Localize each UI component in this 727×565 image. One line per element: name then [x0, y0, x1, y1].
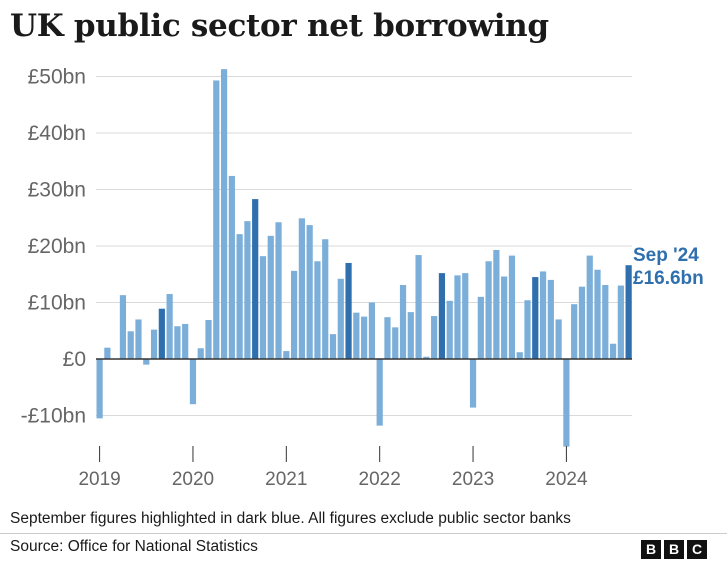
x-tick-label: 2024 — [545, 469, 588, 490]
bar — [329, 334, 337, 359]
bar-chart: £50bn£40bn£30bn£20bn£10bn£0-£10bn 2019 20… — [21, 66, 704, 491]
bar — [376, 359, 383, 426]
bar — [143, 359, 150, 365]
bar — [259, 256, 267, 359]
y-tick-label: £0 — [63, 348, 86, 371]
bar — [213, 80, 220, 359]
bar — [423, 356, 430, 359]
bar — [197, 348, 204, 359]
bar — [469, 359, 477, 408]
bar — [571, 304, 578, 359]
y-tick-label: £40bn — [28, 122, 86, 145]
bar — [135, 319, 142, 359]
bar — [555, 319, 562, 359]
bar — [609, 343, 617, 360]
bar — [182, 323, 189, 359]
x-tick-label: 2020 — [172, 469, 214, 490]
bar-september — [532, 277, 539, 359]
callout-period: Sep '24 — [633, 245, 699, 266]
bar — [431, 316, 438, 359]
logo-letter: B — [641, 540, 661, 559]
y-tick-label: -£10bn — [21, 405, 86, 428]
x-axis: 2019 2020 2021 2022 2023 2024 — [78, 358, 632, 490]
bar — [384, 317, 391, 359]
bar — [454, 275, 461, 359]
latest-value-callout: Sep '24 £16.6bn — [633, 245, 704, 289]
bar — [205, 320, 212, 359]
x-tick-label: 2021 — [265, 469, 307, 490]
x-tick-label: 2022 — [359, 469, 401, 490]
bar — [493, 249, 500, 359]
bar — [586, 255, 593, 359]
bar — [392, 327, 399, 359]
bar — [617, 285, 624, 359]
bbc-logo: B B C — [641, 540, 707, 559]
bar — [578, 286, 586, 359]
bar — [485, 261, 492, 359]
bar — [415, 255, 422, 359]
bar — [337, 278, 344, 359]
bar — [399, 284, 407, 360]
bar — [563, 359, 570, 447]
divider — [0, 533, 727, 534]
source-note: Source: Office for National Statistics — [10, 538, 258, 555]
bar — [127, 331, 134, 359]
bar — [322, 239, 329, 359]
bar — [306, 225, 313, 359]
bar — [298, 218, 305, 359]
bar-september — [158, 308, 165, 359]
bars — [96, 69, 632, 447]
bar — [228, 175, 235, 359]
bar — [547, 279, 554, 359]
bar — [477, 296, 484, 359]
bar — [361, 316, 368, 360]
bar — [516, 352, 523, 359]
bar — [314, 261, 321, 359]
bar — [244, 221, 251, 359]
bar — [524, 300, 531, 359]
bar — [150, 329, 158, 359]
logo-letter: B — [664, 540, 684, 559]
gridlines — [96, 76, 632, 416]
bar — [220, 69, 228, 360]
bar — [501, 276, 508, 359]
bar — [283, 351, 290, 359]
bar — [275, 222, 282, 359]
bar — [119, 295, 127, 359]
bar-september — [252, 199, 259, 359]
bar — [189, 359, 197, 405]
bar — [446, 300, 453, 360]
bar — [539, 271, 547, 360]
bar — [174, 326, 181, 359]
y-tick-label: £50bn — [28, 66, 86, 89]
logo-letter: C — [687, 540, 707, 559]
bar — [594, 269, 601, 359]
bar — [462, 273, 469, 359]
y-tick-label: £30bn — [28, 179, 86, 202]
footnote: September figures highlighted in dark bl… — [10, 510, 571, 527]
chart-title: UK public sector net borrowing — [10, 8, 549, 44]
callout-value: £16.6bn — [633, 268, 704, 289]
bar-september — [625, 265, 632, 359]
bar-september — [438, 273, 446, 359]
bar — [291, 270, 298, 359]
bar — [104, 347, 111, 359]
y-axis-ticks: £50bn £40bn £30bn £20bn £10bn £0 -£10bn — [21, 66, 86, 428]
bar-september — [345, 262, 352, 359]
bar — [353, 312, 360, 359]
bar — [166, 294, 173, 359]
y-tick-label: £10bn — [28, 292, 86, 315]
bar — [368, 302, 375, 359]
bar — [236, 234, 243, 359]
bar — [407, 312, 414, 360]
bar — [267, 235, 274, 359]
bar — [96, 359, 103, 419]
bar — [508, 255, 516, 359]
x-tick-label: 2019 — [78, 469, 120, 490]
x-tick-label: 2023 — [452, 469, 494, 490]
y-tick-label: £20bn — [28, 235, 86, 258]
bar — [602, 284, 609, 360]
